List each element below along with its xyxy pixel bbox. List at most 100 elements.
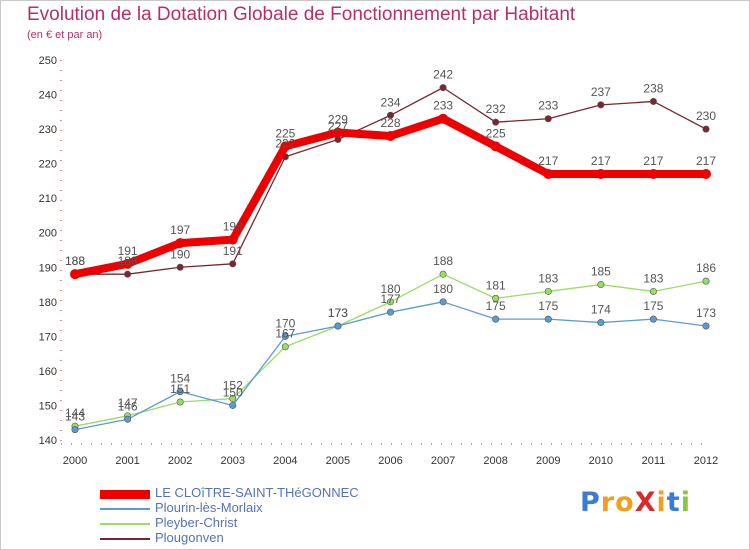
data-point: [492, 118, 500, 126]
data-label: 183: [538, 271, 558, 285]
logo-letter: r: [600, 487, 616, 518]
data-point: [439, 84, 447, 92]
x-tick-label: 2009: [536, 455, 560, 467]
series-line-1: [74, 301, 707, 431]
x-tick-label: 2004: [273, 455, 297, 467]
data-point: [492, 294, 500, 302]
data-label: 234: [380, 95, 400, 109]
y-tick-label: 160: [39, 366, 57, 378]
x-tick-label: 2011: [642, 455, 666, 467]
data-point: [385, 131, 396, 141]
legend-swatch: [100, 508, 150, 510]
data-label: 217: [643, 154, 663, 168]
logo-letter: i: [656, 487, 667, 518]
data-point: [649, 97, 657, 105]
data-label: 175: [486, 299, 506, 313]
y-tick-label: 230: [39, 124, 57, 136]
data-label: 180: [433, 282, 453, 296]
legend-swatch: [100, 489, 150, 499]
x-tick-label: 2001: [115, 455, 139, 467]
data-label: 147: [118, 396, 138, 410]
x-tick-label: 2010: [589, 455, 613, 467]
y-tick-label: 210: [39, 193, 57, 205]
data-point: [229, 401, 237, 409]
data-point: [386, 298, 394, 306]
legend-label: Plourin-lès-Morlaix: [155, 500, 263, 515]
data-label: 167: [275, 327, 295, 341]
data-label: 232: [486, 102, 506, 116]
x-tick-label: 2003: [221, 455, 245, 467]
data-label: 185: [591, 265, 611, 279]
data-point: [439, 298, 447, 306]
data-point: [281, 332, 289, 340]
legend-entry: Plougonven: [100, 530, 420, 546]
data-point: [597, 319, 605, 327]
data-point: [649, 315, 657, 323]
data-label: 188: [65, 254, 85, 268]
data-point: [280, 141, 291, 152]
data-point: [124, 415, 132, 423]
data-label: 188: [118, 254, 138, 268]
data-point: [281, 343, 289, 351]
legend-label: Pleyber-Christ: [155, 515, 238, 530]
legend-label: Plougonven: [155, 530, 224, 545]
logo-letter: X: [634, 487, 657, 518]
data-point: [649, 287, 657, 295]
data-label: 186: [696, 261, 716, 275]
legend-swatch: [100, 523, 150, 525]
y-tick-label: 150: [39, 400, 57, 412]
data-point: [702, 322, 710, 330]
logo-letter: t: [666, 487, 681, 518]
data-label: 143: [65, 410, 85, 424]
data-label: 144: [65, 406, 85, 420]
proxiti-logo[interactable]: ProXiti: [580, 487, 691, 518]
logo-letter: i: [680, 487, 691, 518]
data-label: 173: [328, 306, 348, 320]
data-point: [176, 388, 184, 396]
legend-entry: Pleyber-Christ: [100, 515, 420, 531]
data-point: [597, 281, 605, 289]
x-tick-label: 2008: [483, 455, 507, 467]
data-point: [227, 234, 238, 245]
data-label: 170: [275, 316, 295, 330]
data-label: 175: [643, 299, 663, 313]
legend-swatch: [100, 538, 150, 540]
data-point: [229, 260, 237, 268]
x-tick-label: 2005: [326, 455, 350, 467]
data-label: 180: [380, 282, 400, 296]
y-tick-label: 170: [39, 331, 57, 343]
legend-entry: LE CLOîTRE-SAINT-THéGONNEC: [100, 485, 420, 501]
data-label: 177: [380, 292, 400, 306]
data-point: [332, 127, 343, 138]
data-point: [701, 169, 711, 179]
y-tick-label: 220: [39, 159, 57, 171]
data-label: 230: [696, 109, 716, 123]
data-point: [175, 238, 186, 249]
data-label: 175: [538, 299, 558, 313]
data-label: 229: [328, 113, 348, 127]
chart-legend: LE CLOîTRE-SAINT-THéGONNEC Plourin-lès-Mo…: [100, 485, 420, 546]
data-point: [176, 263, 184, 271]
data-point: [334, 322, 342, 330]
data-label: 225: [275, 126, 295, 140]
data-point: [124, 270, 132, 278]
data-point: [439, 270, 447, 278]
data-point: [544, 115, 552, 123]
logo-letter: P: [580, 487, 601, 518]
data-point: [543, 169, 554, 179]
data-label: 173: [696, 306, 716, 320]
data-label: 191: [223, 244, 243, 258]
data-point: [438, 113, 449, 124]
legend-label: LE CLOîTRE-SAINT-THéGONNEC: [155, 485, 359, 500]
data-label: 217: [591, 154, 611, 168]
data-point: [71, 426, 79, 434]
data-label: 225: [486, 126, 506, 140]
data-label: 217: [696, 154, 716, 168]
data-label: 152: [223, 379, 243, 393]
data-label: 150: [223, 385, 243, 399]
data-point: [595, 169, 606, 179]
data-point: [648, 169, 659, 179]
data-label: 233: [433, 99, 453, 113]
data-label: 154: [170, 372, 190, 386]
